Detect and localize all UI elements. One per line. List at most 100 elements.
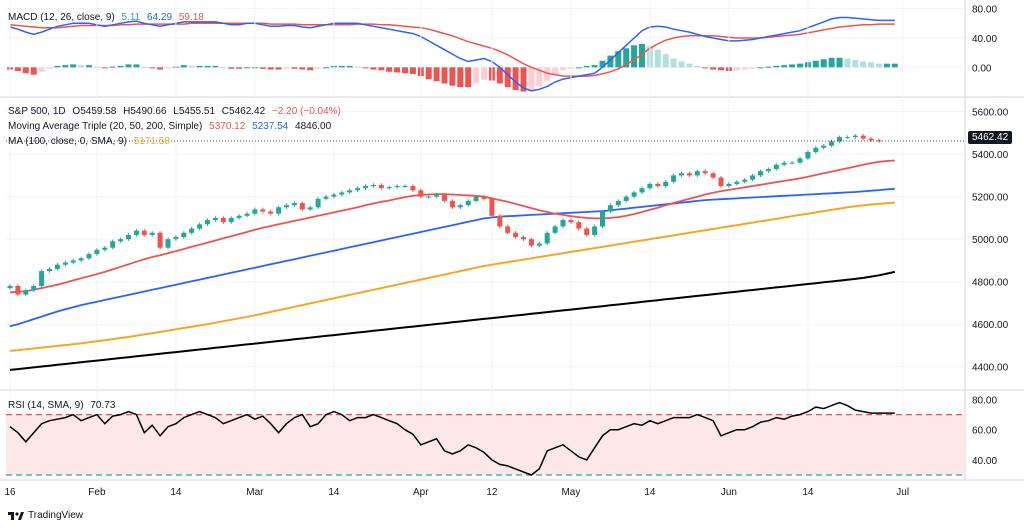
macd-histogram-bar	[662, 54, 669, 68]
candle-body	[773, 164, 779, 170]
macd-legend: MACD (12, 26, close, 9) 5.11 64.29 59.18	[8, 12, 208, 24]
macd-histogram-bar	[101, 67, 108, 69]
candle-body	[78, 258, 84, 261]
macd-histogram-bar	[449, 67, 456, 86]
candle-body	[781, 162, 787, 165]
time-axis-tick-label: May	[561, 487, 580, 498]
candle-body	[236, 215, 242, 218]
macd-histogram-bar	[117, 65, 124, 68]
candle-body	[702, 171, 708, 174]
candle-body	[765, 169, 771, 172]
candle-body	[205, 220, 210, 225]
time-axis-tick-label: 16	[4, 487, 16, 498]
time-axis-tick-label: 14	[644, 487, 656, 498]
macd-histogram-bar	[212, 65, 219, 68]
candle-body	[623, 196, 629, 201]
ma100-line	[9, 201, 895, 352]
macd-histogram-bar	[710, 67, 717, 70]
candle-body	[418, 190, 424, 197]
macd-histogram-bar	[891, 63, 898, 68]
candle-body	[347, 190, 353, 193]
candle-body	[584, 228, 590, 235]
macd-histogram-bar	[323, 67, 329, 69]
macd-histogram-bar	[54, 65, 61, 68]
candle-body	[220, 217, 226, 223]
candle-body	[331, 194, 337, 197]
candle-body	[631, 192, 637, 197]
last-price-tag: 5462.42	[968, 131, 1013, 144]
macd-histogram-bar	[473, 67, 480, 84]
macd-histogram-bar	[157, 67, 164, 70]
ma20-line	[9, 159, 895, 294]
macd-histogram-bar	[465, 67, 472, 88]
macd-histogram-bar	[868, 62, 875, 68]
candle-body	[165, 239, 171, 248]
macd-axis-tick-label: 40.00	[972, 34, 997, 45]
macd-histogram-bar	[773, 65, 780, 68]
macd-histogram-bar	[512, 67, 519, 91]
candle-body	[592, 226, 598, 235]
macd-legend-value-1: 5.11	[121, 12, 141, 23]
candle-body	[607, 205, 613, 212]
candle-body	[528, 239, 534, 246]
candle-body	[513, 232, 519, 238]
candle-body	[860, 135, 866, 139]
candle-body	[315, 198, 321, 208]
price-legend-row-1: S&P 500, 1D O5459.58 H5490.66 L5455.51 C…	[8, 106, 345, 118]
macd-histogram-bar	[109, 66, 116, 68]
price-legend-row-2: Moving Average Triple (20, 50, 200, Simp…	[8, 121, 335, 133]
macd-histogram-bar	[441, 67, 448, 84]
time-axis-tick-label: 14	[170, 487, 182, 498]
macd-histogram-bar	[639, 43, 645, 68]
candle-body	[110, 241, 116, 248]
macd-histogram-bar	[883, 63, 890, 68]
macd-histogram-bar	[70, 64, 77, 68]
low-value: L5455.51	[173, 106, 216, 117]
ma-triple-name: Moving Average Triple (20, 50, 200, Simp…	[8, 121, 203, 132]
candle-body	[694, 171, 700, 176]
ma50-line	[9, 187, 895, 328]
change-value: −2.20 (−0.04%)	[271, 106, 341, 117]
macd-histogram-bar	[552, 67, 559, 75]
candle-body	[505, 226, 511, 233]
price-axis-tick-label: 5400.00	[972, 150, 1009, 161]
high-value: H5490.66	[123, 106, 167, 117]
macd-histogram-bar	[165, 67, 171, 69]
candle-body	[576, 222, 582, 229]
candle-body	[671, 175, 677, 182]
rsi-axis-tick-label: 80.00	[972, 396, 997, 407]
candle-body	[252, 209, 258, 214]
macd-histogram-bar	[852, 60, 859, 68]
price-axis-tick-label: 4600.00	[972, 320, 1009, 331]
candle-body	[647, 183, 653, 189]
macd-histogram-bar	[496, 67, 503, 84]
macd-histogram-bar	[362, 67, 369, 69]
candle-body	[837, 137, 842, 142]
macd-histogram-bar	[765, 66, 772, 68]
macd-histogram-bar	[354, 66, 361, 68]
candle-body	[276, 207, 282, 214]
macd-histogram-bar	[275, 67, 282, 70]
candle-body	[307, 207, 313, 210]
open-value: O5459.58	[72, 106, 117, 117]
ma200-value: 4846.00	[295, 121, 332, 132]
macd-histogram-bar	[678, 61, 685, 68]
time-axis-tick-label: Jun	[721, 487, 737, 498]
macd-histogram-bar	[686, 63, 693, 68]
candle-body	[852, 135, 858, 138]
macd-histogram-bar	[520, 67, 527, 92]
candle-body	[639, 188, 645, 193]
candle-body	[813, 147, 819, 153]
ma100-name: MA (100, close, 0, SMA, 9)	[8, 136, 127, 147]
rsi-axis-tick-label: 40.00	[972, 456, 997, 467]
macd-histogram-bar	[228, 67, 235, 69]
time-axis-tick-label: Mar	[246, 487, 264, 498]
macd-histogram-bar	[583, 65, 590, 68]
candle-body	[726, 183, 732, 187]
macd-histogram-bar	[370, 67, 377, 70]
macd-histogram-bar	[599, 60, 606, 68]
macd-histogram-bar	[402, 67, 408, 74]
candle-body	[102, 247, 108, 250]
macd-histogram-bar	[797, 63, 803, 68]
